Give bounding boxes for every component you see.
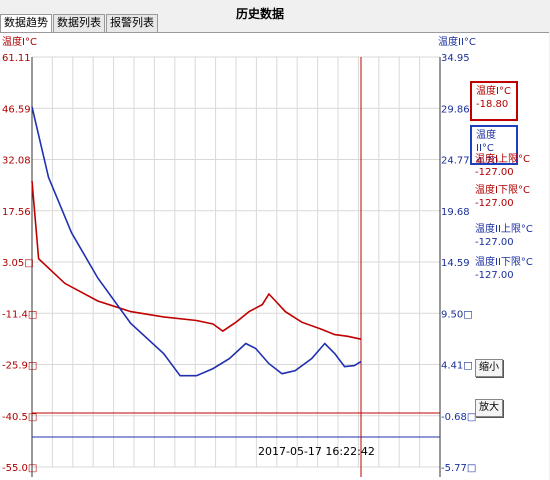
series-lines [31,106,362,377]
left-tick-label: 17.56 [2,207,31,218]
right-tick-label: 4.41□ [441,361,473,372]
tab-alarm-list[interactable]: 报警列表 [106,14,158,32]
right-axis-label: 温度II°C [438,35,476,48]
series-line-t2 [31,106,362,377]
cursor-timestamp: 2017-05-17 16:22:42 [258,445,375,458]
tab-trend[interactable]: 数据趋势 [0,14,52,32]
t1-lower-value: -127.00 [475,198,514,209]
t1-readout-value: -18.80 [476,99,509,110]
t2-readout: 温度II°C 4.70 [470,125,518,167]
page-title: 历史数据 [236,7,285,21]
t2-upper-limit: 温度II上限°C -127.00 [475,223,533,249]
right-tick-label: 14.59 [441,258,470,269]
t2-lower-label: 温度II下限°C [475,257,533,268]
right-tick-label: 19.68 [441,207,470,218]
right-tick-label: -0.68□ [441,412,476,423]
tab-data-list[interactable]: 数据列表 [53,14,105,32]
right-tick-label: -5.77□ [441,463,476,474]
left-tick-label: 32.08 [2,156,31,167]
right-tick-label: 34.95 [441,53,470,64]
t2-readout-label: 温度II°C [476,130,496,154]
series-line-t1 [31,180,362,340]
left-axis-label: 温度I°C [2,35,37,48]
right-tick-label: 24.77 [441,156,470,167]
right-tick-label: 29.86 [441,104,470,115]
t2-readout-value: 4.70 [476,156,499,167]
trend-chart[interactable]: 61.11 46.59 32.08 17.56 3.05□ -11.4□ -25.9□ -40… [0,33,549,480]
right-tick-label: 9.50□ [441,309,473,320]
t1-upper-value: -127.00 [475,167,514,178]
left-tick-label: 3.05□ [2,258,34,269]
t2-lower-value: -127.00 [475,270,514,281]
left-tick-label: -11.4□ [2,309,37,320]
left-tick-label: -55.0□ [2,463,37,474]
t1-readout: 温度I°C -18.80 [470,81,518,121]
t1-lower-label: 温度I下限°C [475,185,530,196]
zoom-out-button[interactable]: 缩小 [475,359,503,377]
t2-upper-value: -127.00 [475,237,514,248]
t1-upper-label: 温度I上限°C [475,154,530,165]
t1-upper-limit: 温度I上限°C -127.00 [475,153,530,179]
t1-readout-label: 温度I°C [476,86,511,97]
left-tick-label: -25.9□ [2,361,37,372]
left-tick-label: -40.5□ [2,412,37,423]
chart-grid [31,56,441,468]
t1-lower-limit: 温度I下限°C -127.00 [475,184,530,210]
trend-pane: 61.11 46.59 32.08 17.56 3.05□ -11.4□ -25.9□ -40… [0,32,549,480]
zoom-in-button[interactable]: 放大 [475,399,503,417]
t2-upper-label: 温度II上限°C [475,224,533,235]
t2-lower-limit: 温度II下限°C -127.00 [475,256,533,282]
axis-ticks: 61.11 46.59 32.08 17.56 3.05□ -11.4□ -25.9□ -40… [2,53,476,474]
tab-bar: 数据趋势 数据列表 报警列表 [0,14,159,32]
left-tick-label: 46.59 [2,104,31,115]
chart-axes [31,57,441,477]
left-tick-label: 61.11 [2,53,31,64]
